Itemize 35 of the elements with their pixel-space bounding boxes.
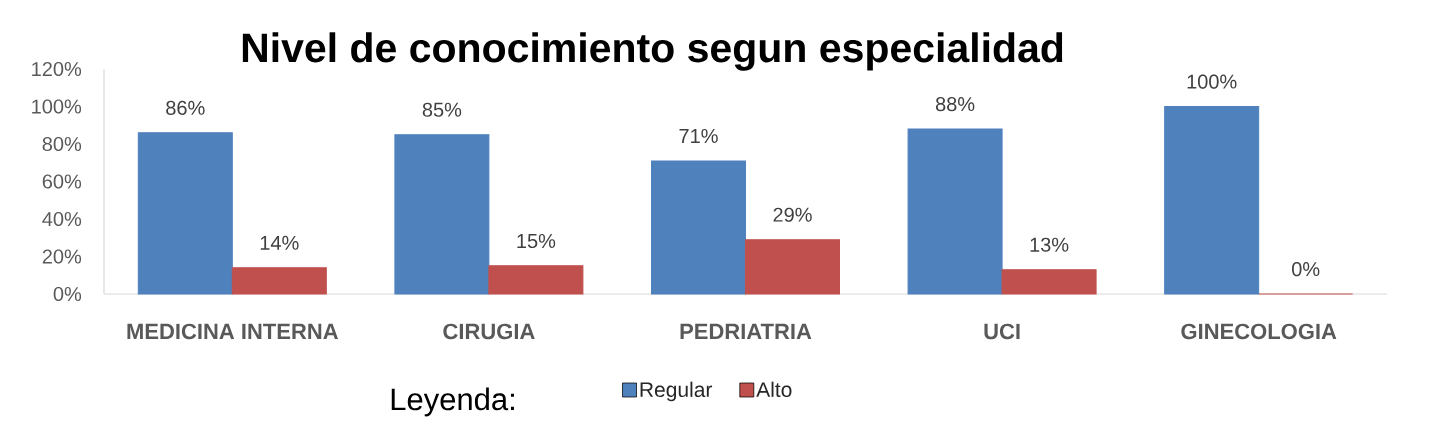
- bar: [1164, 106, 1260, 295]
- bar: [231, 267, 327, 295]
- data-label: 88%: [935, 97, 975, 112]
- data-label: 0%: [1292, 262, 1320, 277]
- legend-label: Alto: [756, 381, 792, 398]
- y-tick-label: 100%: [32, 99, 82, 114]
- bar: [744, 239, 840, 295]
- x-tick-label: MEDICINA INTERNA: [127, 323, 339, 340]
- data-label: 13%: [1030, 237, 1069, 252]
- legend-label: Regular: [640, 381, 713, 402]
- text: Leyenda:: [391, 387, 514, 417]
- bar: [907, 128, 1003, 295]
- data-label: 86%: [166, 100, 205, 115]
- data-label: 71%: [679, 129, 718, 143]
- bar: [650, 160, 746, 295]
- x-tick-label: CIRUGIA: [443, 323, 535, 340]
- chart-title: Nivel de conocimiento segun especialidad: [242, 32, 1063, 71]
- data-label: 85%: [422, 102, 462, 117]
- y-tick-label: 60%: [42, 174, 82, 189]
- x-tick-label: GINECOLOGIA: [1181, 323, 1337, 340]
- y-tick-label: 20%: [42, 249, 82, 264]
- x-tick-label: PEDRIATRIA: [680, 323, 812, 339]
- data-label: 100%: [1187, 74, 1237, 89]
- x-tick-label: UCI: [984, 323, 1020, 340]
- data-label: 14%: [260, 235, 299, 250]
- y-tick-label: 0%: [53, 286, 82, 302]
- y-tick-label: 80%: [42, 136, 82, 152]
- bar: [488, 265, 584, 295]
- y-tick-label: 120%: [32, 61, 82, 77]
- data-label: 29%: [773, 207, 812, 222]
- y-tick-label: 40%: [42, 211, 82, 227]
- bar: [394, 134, 490, 295]
- bar: [1001, 269, 1097, 295]
- bar: [137, 132, 233, 295]
- data-label: 15%: [517, 234, 556, 249]
